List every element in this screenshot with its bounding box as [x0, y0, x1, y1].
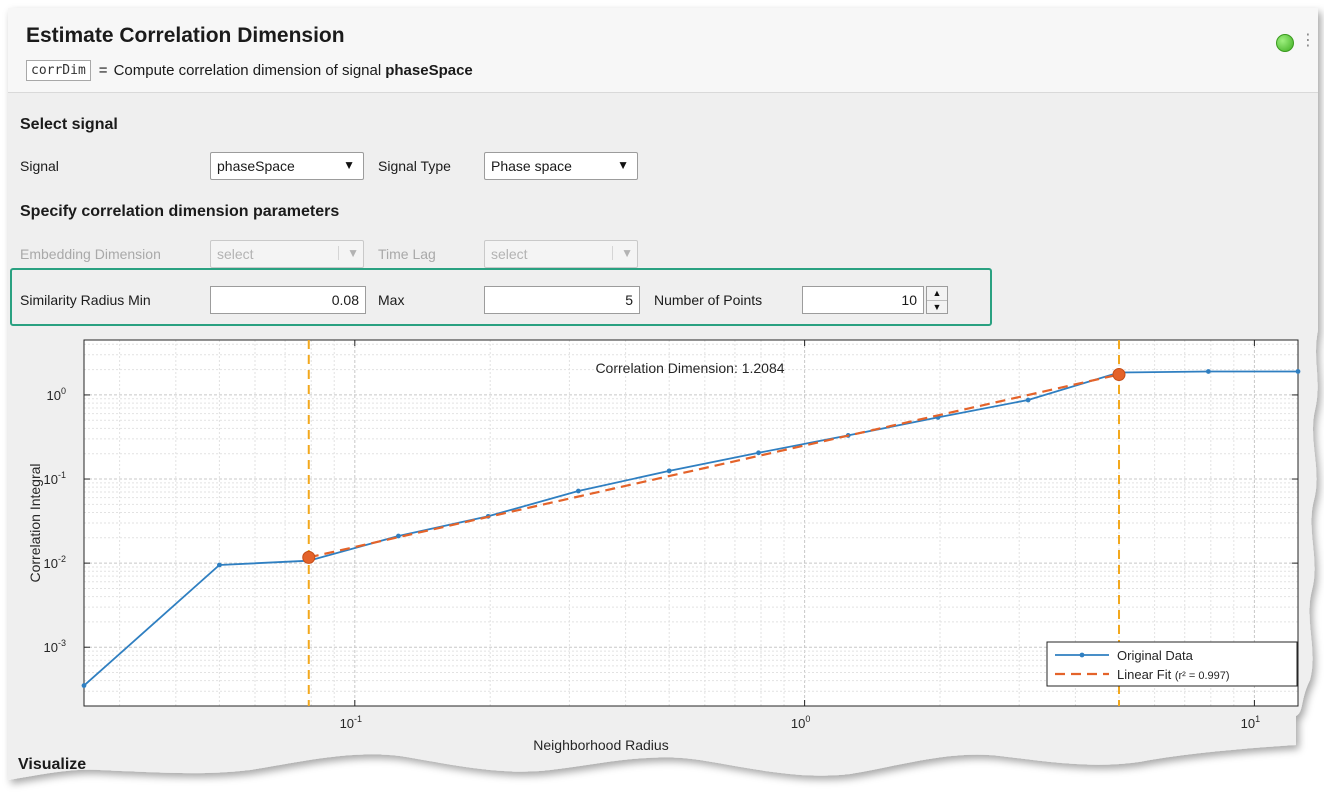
y-tick-label: 10-3 — [44, 638, 66, 655]
summary-signal-name: phaseSpace — [385, 62, 473, 79]
legend-label-fit: Linear Fit (r² = 0.997) — [1117, 667, 1230, 682]
stepper-down-icon[interactable]: ▼ — [932, 301, 942, 312]
task-header: Estimate Correlation Dimension corrDim =… — [8, 8, 1318, 93]
radius-min-input[interactable]: 0.08 — [210, 286, 366, 314]
status-indicator-icon — [1276, 34, 1294, 52]
signal-dropdown[interactable]: phaseSpace ▼ — [210, 152, 364, 180]
y-tick-label: 10-1 — [44, 470, 66, 487]
equals-sign: = — [98, 62, 108, 79]
x-tick-label: 100 — [791, 714, 810, 731]
plot-frame — [83, 339, 1299, 707]
data-point — [395, 533, 401, 539]
legend-label-original: Original Data — [1117, 648, 1194, 663]
correlation-dimension-annotation: Correlation Dimension: 1.2084 — [595, 360, 784, 376]
signal-type-label: Signal Type — [378, 158, 451, 174]
radius-min-label: Similarity Radius Min — [20, 292, 151, 308]
legend-swatch-dot — [1079, 652, 1085, 658]
x-tick-label: 101 — [1241, 714, 1260, 731]
y-tick-label: 100 — [47, 386, 66, 403]
data-point — [1295, 369, 1301, 374]
parameters-heading: Specify correlation dimension parameters — [20, 203, 340, 220]
time-lag-label: Time Lag — [378, 246, 436, 262]
legend: Original Data Linear Fit (r² = 0.997) — [1046, 641, 1298, 687]
select-signal-heading: Select signal — [20, 116, 118, 133]
number-of-points-label: Number of Points — [654, 292, 763, 308]
x-tick-label: 10-1 — [340, 714, 362, 731]
data-point — [666, 468, 672, 474]
data-point — [575, 488, 581, 494]
fit-endpoint-marker — [302, 550, 316, 564]
visualize-heading: Visualize — [18, 756, 87, 773]
more-options-icon[interactable]: ⋮ — [1300, 32, 1316, 49]
data-point — [1025, 397, 1031, 403]
signal-label: Signal — [20, 158, 59, 174]
y-axis-label: Correlation Integral — [27, 463, 43, 582]
embedding-dimension-dropdown[interactable]: select ▼ — [210, 240, 364, 268]
radius-parameters-highlight — [10, 268, 992, 326]
chevron-down-icon: ▼ — [612, 246, 633, 260]
chevron-down-icon: ▼ — [617, 158, 629, 172]
y-tick-label: 10-2 — [44, 554, 66, 571]
radius-max-label: Max — [378, 292, 405, 308]
data-point — [81, 683, 87, 688]
series-linear-fit — [308, 373, 1120, 559]
data-point — [1205, 369, 1211, 374]
output-variable-field[interactable]: corrDim — [26, 60, 91, 81]
task-summary: corrDim = Compute correlation dimension … — [26, 60, 473, 81]
task-title: Estimate Correlation Dimension — [26, 24, 345, 47]
chevron-down-icon: ▼ — [343, 158, 355, 172]
data-point — [217, 562, 222, 568]
time-lag-dropdown[interactable]: select ▼ — [484, 240, 638, 268]
summary-text: Compute correlation dimension of signal — [113, 62, 382, 79]
fit-endpoint-marker — [1112, 367, 1126, 381]
embedding-dimension-label: Embedding Dimension — [20, 246, 161, 262]
signal-dropdown-value: phaseSpace — [217, 158, 295, 174]
data-point — [756, 450, 761, 456]
number-of-points-stepper[interactable]: ▲ ▼ — [926, 286, 948, 314]
signal-type-dropdown[interactable]: Phase space ▼ — [484, 152, 638, 180]
signal-type-dropdown-value: Phase space — [491, 158, 572, 174]
series-original-data — [83, 370, 1298, 687]
time-lag-value: select — [491, 246, 528, 262]
stepper-up-icon[interactable]: ▲ — [927, 287, 947, 301]
number-of-points-input[interactable]: 10 — [802, 286, 924, 314]
embedding-dimension-value: select — [217, 246, 254, 262]
x-axis-label: Neighborhood Radius — [533, 737, 668, 753]
radius-max-input[interactable]: 5 — [484, 286, 640, 314]
legend-box — [1046, 641, 1298, 687]
chevron-down-icon: ▼ — [338, 246, 359, 260]
